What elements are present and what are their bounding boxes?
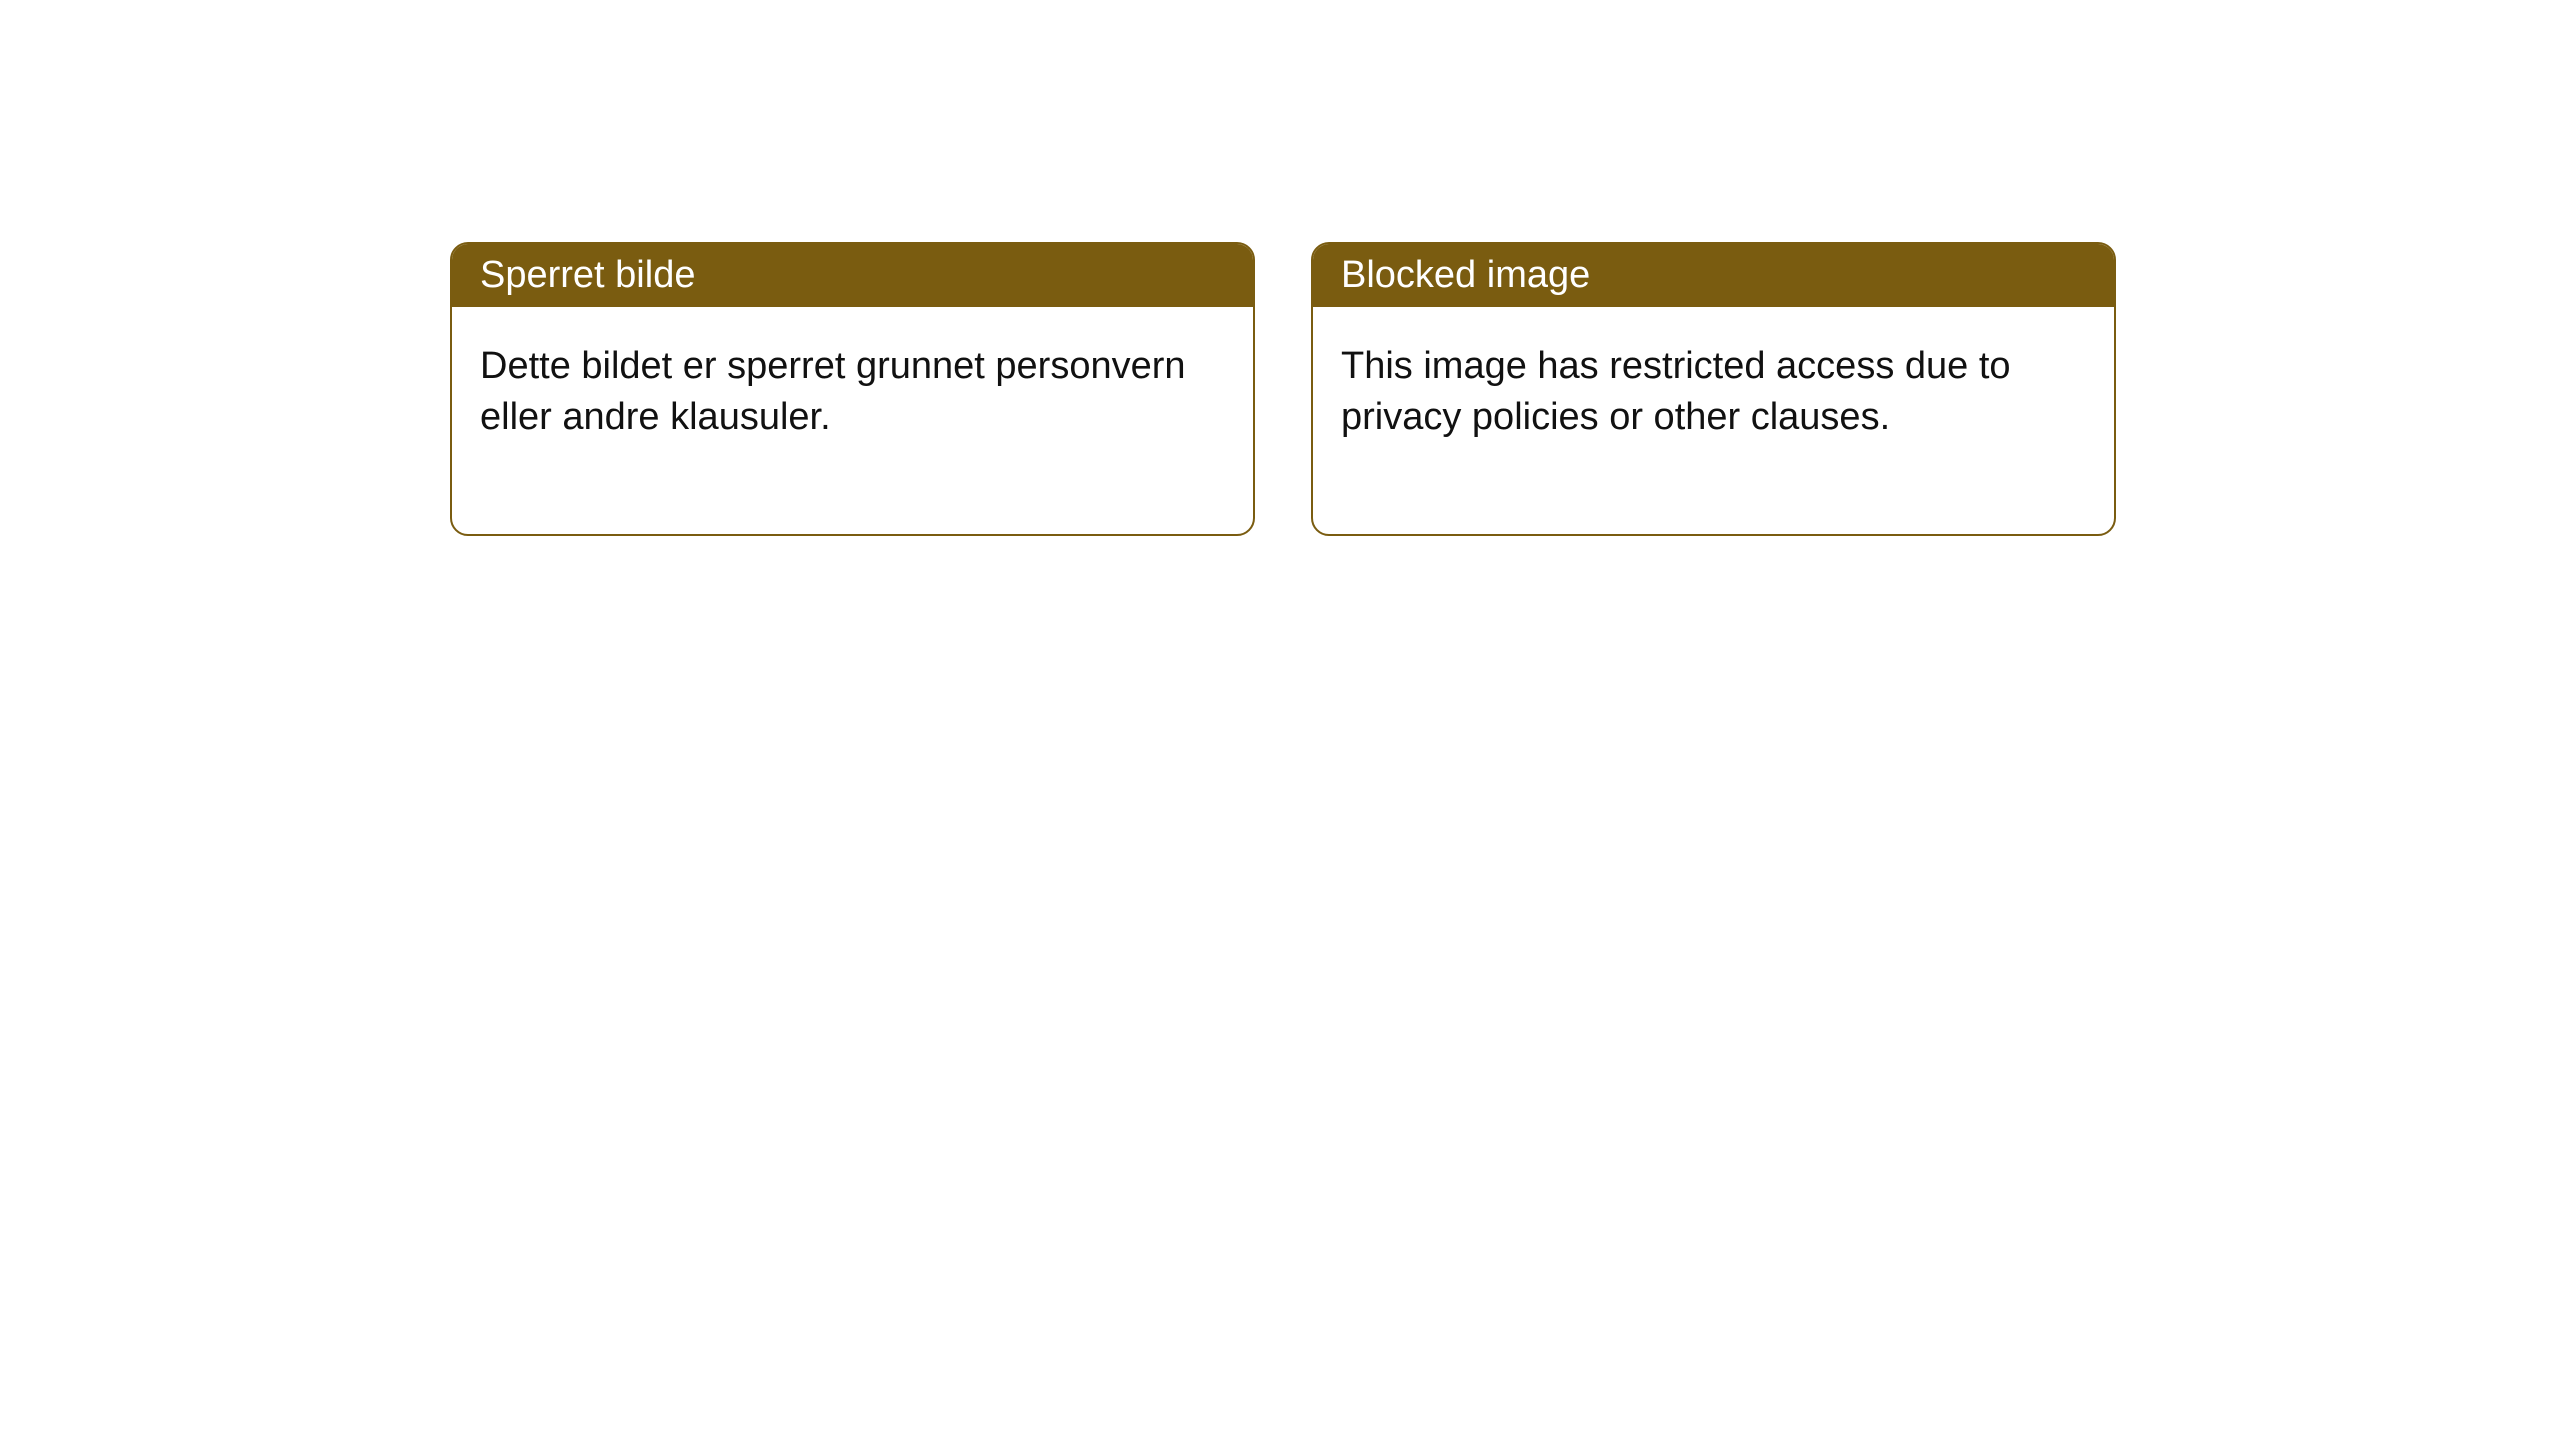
notice-container: Sperret bilde Dette bildet er sperret gr… [0,0,2560,536]
notice-header-en: Blocked image [1313,244,2114,307]
notice-card-no: Sperret bilde Dette bildet er sperret gr… [450,242,1255,536]
notice-card-en: Blocked image This image has restricted … [1311,242,2116,536]
notice-body-en: This image has restricted access due to … [1313,307,2114,534]
notice-header-no: Sperret bilde [452,244,1253,307]
notice-body-no: Dette bildet er sperret grunnet personve… [452,307,1253,534]
